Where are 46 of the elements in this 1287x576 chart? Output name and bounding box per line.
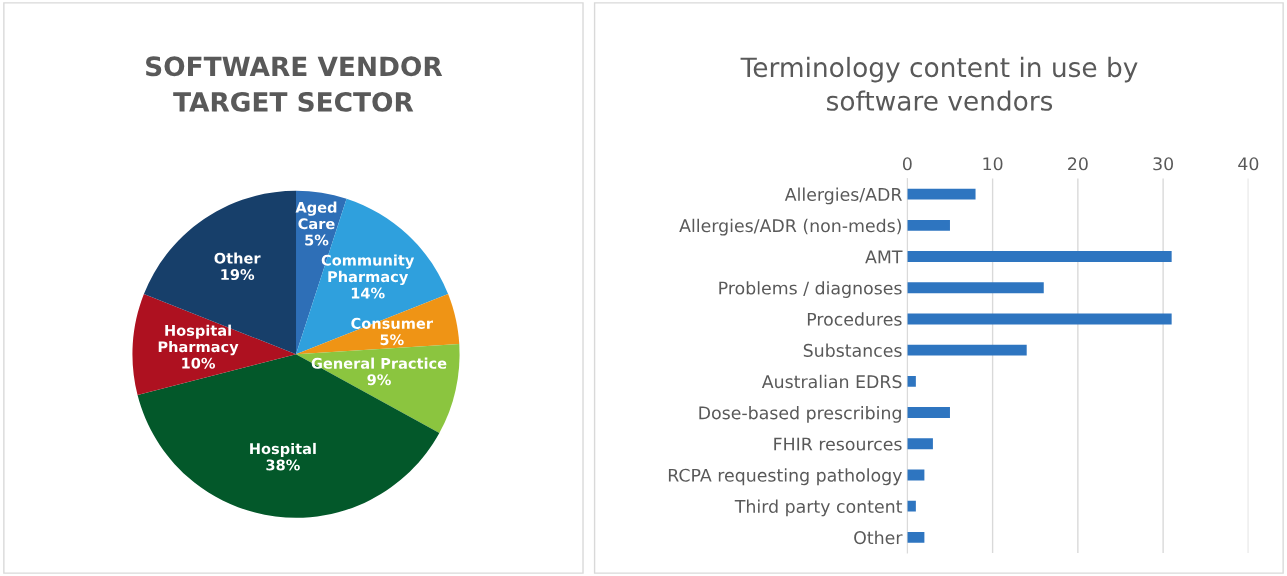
y-tick-label: RCPA requesting pathology <box>668 468 902 486</box>
slice-label: Hospital Pharmacy <box>158 324 239 356</box>
x-tick-label: 10 <box>983 157 1003 171</box>
bar <box>907 500 916 512</box>
y-tick-label: Dose-based prescribing <box>699 405 901 423</box>
x-tick-label: 40 <box>1238 157 1259 171</box>
x-tick-label: 30 <box>1153 157 1174 171</box>
y-tick-label: Procedures <box>807 312 902 326</box>
pie-slice <box>143 190 297 355</box>
y-tick-label: FHIR resources <box>774 437 902 451</box>
y-tick-label: Allergies/ADR (non-meds) <box>679 218 901 236</box>
bar <box>907 251 1172 263</box>
bar <box>907 438 933 450</box>
slice-label: Hospital <box>250 442 316 457</box>
data-label: 9% <box>367 374 391 386</box>
y-tick-label: Australian EDRS <box>761 374 902 389</box>
y-tick-label: Third party content <box>734 499 903 517</box>
bar <box>907 313 1172 325</box>
y-tick-label: Other <box>854 530 903 545</box>
chart-title: SOFTWARE VENDOR TARGET SECTOR <box>146 56 443 112</box>
pie-slice <box>296 198 449 355</box>
bar <box>907 531 925 543</box>
bar <box>907 344 1027 356</box>
y-tick-label: AMT <box>865 250 903 264</box>
data-label: 10% <box>182 357 216 369</box>
data-label: 5% <box>305 234 329 246</box>
x-tick-label: 20 <box>1068 157 1088 171</box>
slice-label: General Practice <box>311 357 447 369</box>
bar <box>907 282 1044 294</box>
data-label: 38% <box>266 459 300 471</box>
chart-title: Terminology content in use by software vendors <box>740 56 1138 111</box>
slice-label: Other <box>214 252 261 264</box>
y-tick-label: Allergies/ADR <box>784 187 902 205</box>
x-tick-label: 0 <box>902 157 912 171</box>
bar <box>907 375 916 387</box>
slice-label: Community Pharmacy <box>321 254 415 286</box>
data-label: 14% <box>351 287 385 299</box>
pie-slice <box>132 294 297 395</box>
slice-label: Aged Care <box>295 201 337 230</box>
y-tick-label: Problems / diagnoses <box>719 281 902 298</box>
data-label: 19% <box>221 269 255 281</box>
bar <box>907 188 976 200</box>
bar <box>907 219 950 231</box>
bar <box>907 407 950 419</box>
y-tick-label: Substances <box>803 343 902 357</box>
data-label: 5% <box>380 334 404 346</box>
